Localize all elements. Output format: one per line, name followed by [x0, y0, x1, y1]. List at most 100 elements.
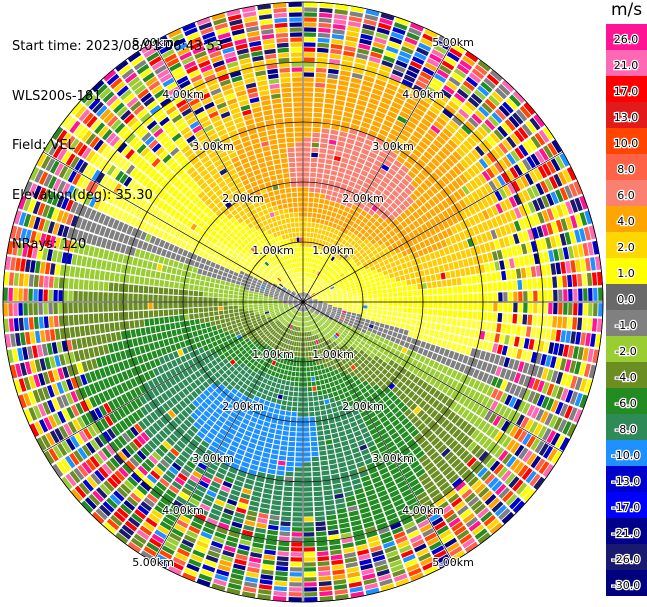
velocity-gate [486, 386, 495, 397]
velocity-gate [347, 354, 353, 360]
velocity-gate [319, 326, 324, 331]
velocity-gate [472, 256, 479, 265]
velocity-gate [257, 344, 263, 350]
velocity-gate [284, 307, 289, 310]
velocity-gate [278, 541, 290, 547]
velocity-gate [110, 514, 123, 527]
velocity-gate [550, 329, 557, 341]
velocity-gate [360, 258, 366, 264]
velocity-gate [301, 312, 303, 317]
velocity-gate [513, 428, 523, 440]
velocity-gate [283, 359, 288, 365]
velocity-gate [376, 267, 382, 273]
velocity-gate [383, 387, 391, 395]
velocity-gate [343, 174, 351, 181]
velocity-gate [327, 68, 339, 75]
velocity-gate [560, 330, 567, 343]
velocity-gate [317, 306, 322, 309]
velocity-gate [455, 382, 463, 392]
velocity-gate [506, 439, 516, 451]
velocity-gate [471, 236, 479, 246]
velocity-gate [452, 165, 462, 176]
velocity-gate [367, 61, 380, 69]
velocity-gate [362, 80, 374, 88]
velocity-gate [357, 289, 362, 294]
velocity-gate [426, 282, 432, 289]
velocity-gate [294, 304, 299, 307]
velocity-gate [381, 432, 390, 440]
velocity-gate [485, 195, 494, 206]
velocity-gate [334, 339, 340, 345]
velocity-gate [481, 321, 487, 331]
velocity-gate [412, 290, 418, 296]
velocity-gate [314, 97, 324, 103]
velocity-gate [215, 387, 223, 395]
velocity-gate [483, 77, 496, 90]
velocity-gate [374, 559, 387, 567]
velocity-gate [522, 450, 533, 463]
velocity-gate [152, 422, 161, 432]
velocity-gate [387, 352, 394, 359]
velocity-gate [335, 356, 341, 363]
velocity-gate [385, 279, 391, 284]
velocity-gate [380, 146, 390, 155]
velocity-gate [399, 512, 411, 521]
velocity-gate [463, 155, 474, 166]
velocity-gate [152, 387, 160, 397]
velocity-gate [451, 278, 457, 286]
velocity-gate [190, 438, 200, 447]
velocity-gate [386, 315, 392, 321]
velocity-gate [335, 503, 346, 509]
velocity-gate [316, 425, 323, 431]
velocity-gate [271, 322, 276, 327]
velocity-gate [253, 322, 259, 327]
velocity-gate [311, 258, 315, 263]
velocity-gate [324, 98, 335, 104]
velocity-gate [545, 355, 552, 367]
velocity-gate [269, 386, 275, 392]
velocity-gate [452, 352, 460, 361]
velocity-gate [557, 275, 563, 288]
velocity-gate [374, 369, 381, 376]
velocity-gate [316, 213, 322, 219]
velocity-gate [280, 445, 288, 451]
velocity-gate [303, 407, 309, 412]
velocity-gate [407, 390, 416, 399]
velocity-gate [351, 119, 361, 126]
velocity-gate [242, 334, 249, 340]
velocity-gate [309, 237, 313, 243]
velocity-gate [247, 322, 253, 327]
velocity-gate [366, 156, 375, 164]
velocity-gate [305, 311, 308, 317]
velocity-gate [288, 312, 293, 316]
velocity-gate [289, 587, 302, 592]
velocity-gate [310, 308, 315, 312]
velocity-gate [304, 312, 306, 317]
velocity-gate [450, 326, 456, 334]
velocity-gate [396, 457, 406, 466]
velocity-gate [181, 538, 195, 548]
velocity-gate [463, 229, 471, 239]
velocity-gate [387, 391, 395, 398]
velocity-gate [518, 447, 529, 460]
velocity-gate [574, 213, 583, 228]
velocity-gate [338, 243, 344, 249]
velocity-gate [310, 426, 317, 432]
velocity-gate [272, 392, 278, 399]
velocity-gate [308, 303, 313, 306]
velocity-gate [339, 466, 348, 473]
velocity-gate [395, 503, 407, 512]
velocity-gate [424, 202, 432, 211]
velocity-gate [120, 503, 132, 515]
velocity-gate [378, 69, 390, 78]
velocity-gate [385, 399, 393, 407]
velocity-gate [303, 107, 313, 112]
velocity-gate [313, 396, 319, 402]
velocity-gate [542, 428, 552, 441]
velocity-gate [338, 343, 343, 349]
velocity-gate [463, 207, 472, 218]
velocity-gate [204, 522, 216, 531]
velocity-gate [241, 331, 247, 337]
velocity-gate [289, 577, 302, 582]
velocity-gate [372, 290, 378, 295]
